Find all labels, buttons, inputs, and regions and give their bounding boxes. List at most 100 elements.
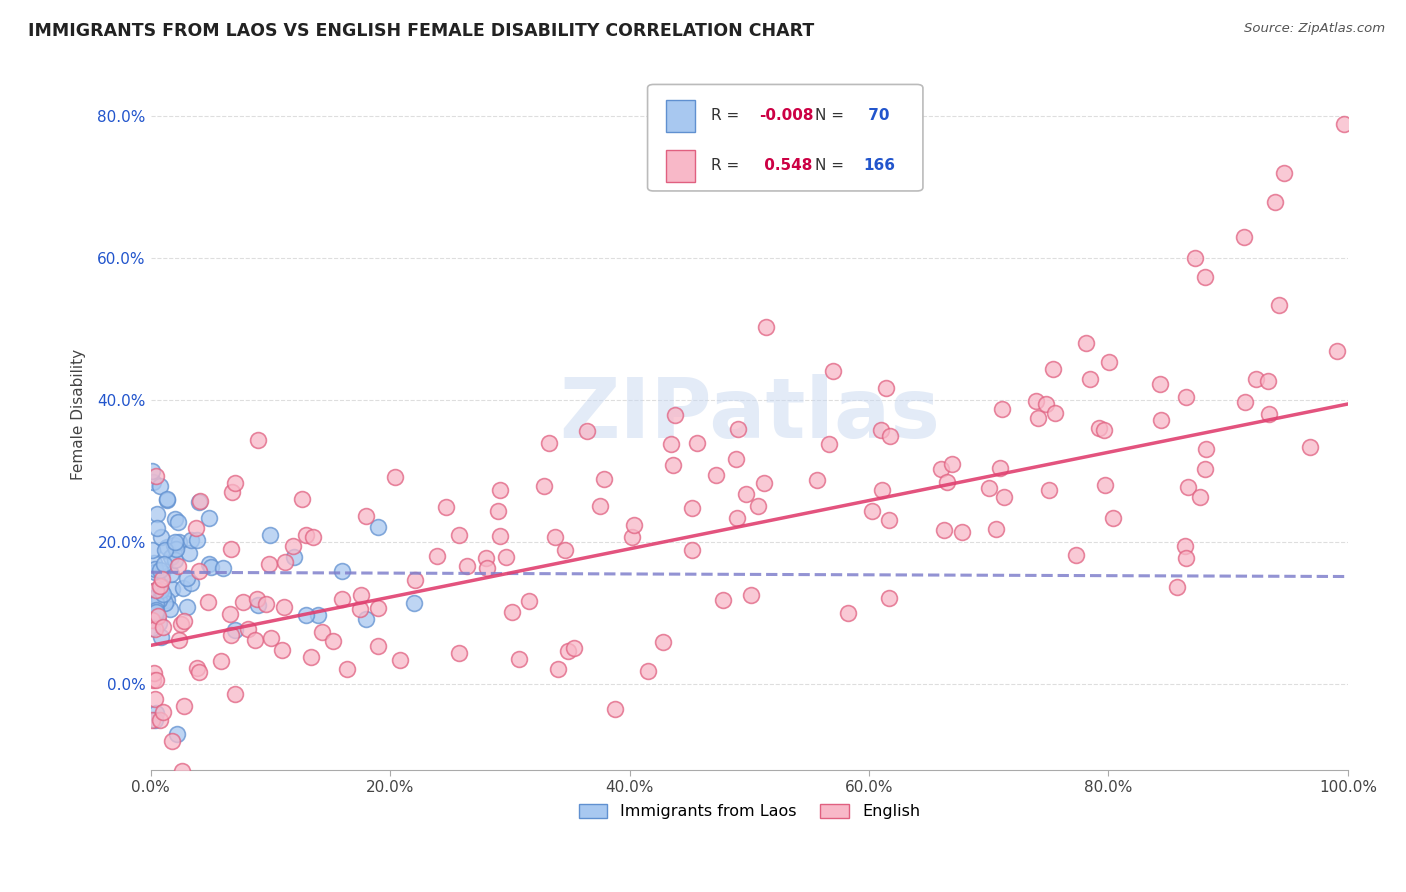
Point [1042,361,1064,376]
Point [651,634,673,648]
Point [166,727,188,741]
Point [517,594,540,608]
Point [153,557,176,571]
Point [156,491,179,506]
Text: 0.548: 0.548 [759,158,813,173]
Point [145,622,167,636]
Point [533,479,555,493]
Point [349,601,371,615]
Point [156,592,179,607]
Point [664,408,686,422]
Legend: Immigrants from Laos, English: Immigrants from Laos, English [572,797,927,826]
Point [434,500,457,514]
Point [167,559,190,574]
Point [620,530,643,544]
Point [188,564,211,578]
Point [1188,490,1211,504]
Point [141,543,163,558]
Point [1102,511,1125,525]
FancyBboxPatch shape [648,85,922,191]
Point [486,503,509,517]
Text: N =: N = [815,108,849,123]
Point [172,764,194,779]
Point [163,553,186,567]
Point [143,562,166,576]
Point [576,424,599,438]
Point [142,666,165,681]
Point [877,591,900,605]
Point [246,433,269,447]
Text: IMMIGRANTS FROM LAOS VS ENGLISH FEMALE DISABILITY CORRELATION CHART: IMMIGRANTS FROM LAOS VS ENGLISH FEMALE D… [28,22,814,40]
Point [180,575,202,590]
Point [367,520,389,534]
Point [727,422,749,436]
Point [143,713,166,727]
Point [257,558,280,572]
Point [149,579,172,593]
Point [167,515,190,529]
Point [172,581,194,595]
FancyBboxPatch shape [665,100,696,132]
Point [711,593,734,607]
Point [488,483,510,497]
Point [1098,355,1121,369]
Point [159,601,181,615]
Point [200,559,222,574]
Point [311,624,333,639]
Point [1177,481,1199,495]
Point [681,543,703,558]
Point [988,460,1011,475]
Point [991,402,1014,417]
Point [186,661,208,675]
Point [247,598,270,612]
Point [150,631,173,645]
Point [818,437,841,451]
Point [150,566,173,580]
Point [245,632,267,647]
Text: R =: R = [711,158,744,173]
Point [623,518,645,533]
Point [870,483,893,497]
Text: -0.008: -0.008 [759,108,814,123]
Point [184,521,207,535]
Point [704,468,727,483]
Point [489,529,512,543]
Point [176,571,198,585]
Point [336,662,359,676]
Point [145,589,167,603]
Point [145,469,167,483]
Point [388,653,411,667]
Point [141,621,163,635]
Point [238,622,260,636]
Point [1264,194,1286,209]
Point [686,436,709,450]
Point [149,713,172,727]
Point [605,702,627,716]
Point [1194,461,1216,475]
Point [165,542,187,557]
Point [167,632,190,647]
Point [153,542,176,557]
Point [367,639,389,653]
Point [354,508,377,523]
Point [1175,550,1198,565]
Point [837,606,859,620]
Point [724,451,747,466]
Y-axis label: Female Disability: Female Disability [72,349,86,480]
Point [149,478,172,492]
Point [426,549,449,563]
Point [725,511,748,525]
Point [259,631,281,645]
Point [661,458,683,472]
Point [1064,548,1087,562]
Point [145,606,167,620]
Point [350,588,373,602]
FancyBboxPatch shape [665,150,696,181]
Point [162,582,184,596]
Point [354,612,377,626]
Point [159,567,181,582]
Point [404,596,426,610]
Point [538,436,561,450]
Point [156,492,179,507]
Point [1078,372,1101,386]
